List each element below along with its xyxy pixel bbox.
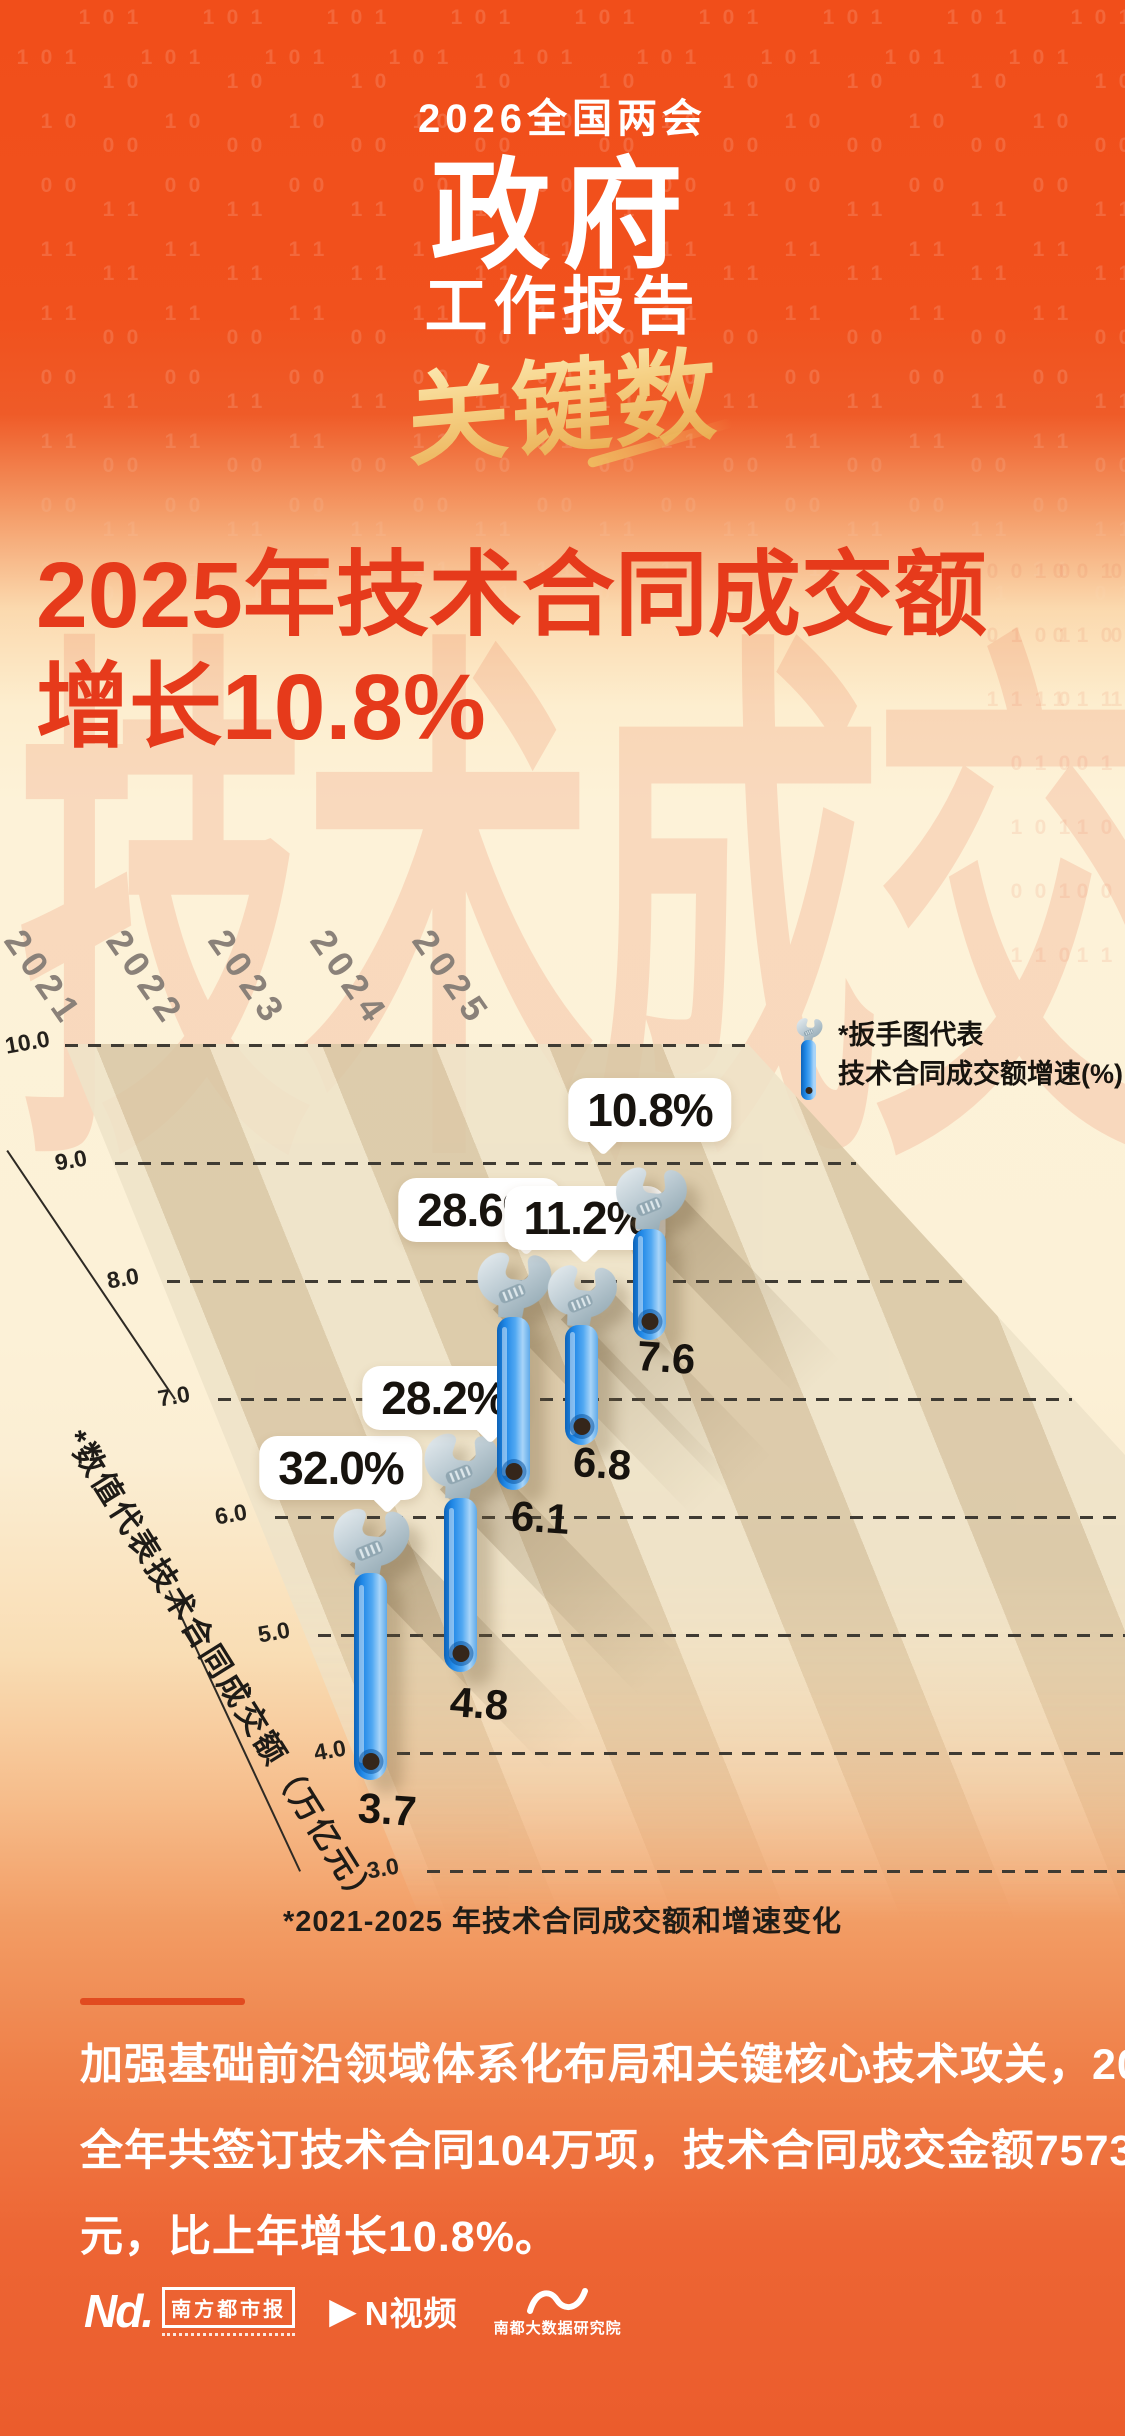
gridline-7: 7.0 bbox=[156, 1380, 1072, 1412]
gridline-10: 10.0 bbox=[3, 1025, 748, 1059]
play-icon: ▶ bbox=[329, 2290, 357, 2331]
wave-logo-icon bbox=[526, 2287, 588, 2314]
tick-label: 5.0 bbox=[255, 1616, 292, 1648]
value-label-2025: 7.6 bbox=[635, 1332, 697, 1383]
event-label: 2026全国两会 bbox=[418, 97, 707, 141]
binary-pattern: 0 1 0 0 1 1 0 1 0 1 1 0 0 1 0 1 1 0 1 0 … bbox=[0, 0, 1125, 660]
binary-column: 0 1 0 0 1 1 0 1 0 1 1 0 0 1 0 1 1 0 1 0 … bbox=[817, 0, 888, 614]
calligraphy-title: 关键数 bbox=[0, 326, 1125, 478]
gridline-9: 9.0 bbox=[53, 1144, 856, 1176]
nd-tagline-decor bbox=[162, 2332, 296, 2336]
binary-column: 0 1 0 0 1 1 0 1 0 1 1 0 0 1 0 1 1 0 1 0 … bbox=[197, 0, 268, 614]
growth-callout-2025: 10.8% bbox=[568, 1078, 732, 1142]
binary-column: 0 1 0 0 1 1 0 1 0 1 1 0 0 1 0 1 1 0 1 0 … bbox=[383, 0, 454, 654]
binary-column: 0 1 0 0 1 1 0 1 0 1 1 0 0 1 0 1 1 0 1 0 … bbox=[941, 0, 1012, 614]
headline: 2025年技术合同成交额 增长10.8% bbox=[36, 540, 987, 763]
wrench-icon bbox=[794, 1016, 824, 1112]
wrench-handle bbox=[633, 1229, 666, 1340]
value-label-2023: 6.1 bbox=[509, 1492, 571, 1543]
chart-legend: *扳手图代表 技术合同成交额增速(%) bbox=[794, 1016, 1123, 1112]
legend-line1: *扳手图代表 bbox=[838, 1020, 984, 1050]
binary-column: 0 1 0 0 1 1 0 1 0 1 1 0 0 1 0 1 1 0 1 0 … bbox=[1065, 0, 1125, 614]
wrench-handle bbox=[354, 1573, 387, 1780]
binary-column: 0 1 0 0 1 1 0 1 0 1 1 0 0 1 0 1 1 0 1 0 … bbox=[321, 0, 392, 614]
nd-logo: Nd. bbox=[84, 2285, 154, 2337]
binary-column: 0 1 0 0 1 1 0 1 0 1 1 0 0 1 0 1 1 0 1 0 … bbox=[755, 0, 826, 654]
binary-column: 0 1 0 0 1 1 0 1 0 1 1 0 0 1 0 1 1 0 1 0 … bbox=[135, 0, 206, 654]
tick-label: 8.0 bbox=[104, 1262, 141, 1294]
wrench-handle bbox=[801, 1040, 816, 1100]
n-video-logo: ▶ N视频 bbox=[329, 2287, 458, 2335]
report-title-sub: 工作报告 bbox=[424, 272, 701, 342]
value-label-2021: 3.7 bbox=[356, 1784, 418, 1835]
gridline-6: 6.0 bbox=[213, 1498, 1125, 1530]
body-text-line3: 元，比上年增长10.8%。 bbox=[80, 2213, 559, 2261]
binary-column: 0 1 0 0 1 1 0 1 0 1 1 0 0 1 0 1 1 0 1 0 … bbox=[73, 0, 144, 614]
wrench-head-icon bbox=[538, 1256, 625, 1335]
binary-column: 0 1 0 0 1 1 0 1 0 1 1 0 0 1 0 1 1 0 1 0 … bbox=[879, 0, 950, 654]
binary-column: 0 1 0 0 1 1 0 1 0 1 1 0 0 1 0 1 1 0 1 0 … bbox=[259, 0, 330, 654]
footer-logos: Nd. 南方都市报 ▶ N视频 南都大数据研究院 bbox=[84, 2284, 622, 2338]
n-video-name: N视频 bbox=[364, 2295, 458, 2332]
report-title-big: 政府 bbox=[430, 149, 695, 283]
legend-text: *扳手图代表 技术合同成交额增速(%) bbox=[838, 1016, 1123, 1094]
bigdata-institute-name: 南都大数据研究院 bbox=[493, 2319, 622, 2337]
binary-column: 0 1 0 0 1 1 0 1 0 1 1 0 0 1 0 1 1 0 1 0 … bbox=[693, 0, 764, 614]
wrench-handle bbox=[444, 1498, 477, 1672]
headline-line2: 增长10.8% bbox=[36, 654, 486, 759]
tick-label: 9.0 bbox=[52, 1144, 89, 1176]
binary-column: 0 1 0 0 1 1 0 1 0 1 1 0 0 1 0 1 1 0 1 0 … bbox=[1105, 560, 1125, 720]
wrench-head-icon bbox=[605, 1158, 694, 1239]
binary-column: 0 1 0 0 1 1 0 1 0 1 1 0 0 1 0 1 1 0 1 0 … bbox=[1003, 0, 1074, 654]
binary-column: 0 1 0 0 1 1 0 1 0 1 1 0 0 1 0 1 1 0 1 0 … bbox=[1047, 560, 1125, 976]
value-label-2022: 4.8 bbox=[448, 1678, 510, 1729]
chart-caption: *2021-2025 年技术合同成交额和增速变化 bbox=[282, 1906, 843, 1938]
gridline-3: 3.0 bbox=[365, 1852, 1125, 1884]
binary-column: 0 1 0 0 1 1 0 1 0 1 1 0 0 1 0 1 1 0 1 0 … bbox=[507, 0, 578, 654]
wrench-handle bbox=[497, 1317, 530, 1490]
value-label-2024: 6.8 bbox=[571, 1438, 633, 1489]
binary-column: 0 1 0 0 1 1 0 1 0 1 1 0 0 1 0 1 1 0 1 0 … bbox=[631, 0, 702, 654]
body-text-line1: 加强基础前沿领域体系化布局和关键核心技术攻关，2025 bbox=[80, 2041, 1125, 2089]
tick-label: 6.0 bbox=[212, 1498, 249, 1530]
nd-paper-logo: 南方都市报 bbox=[162, 2286, 296, 2336]
section-divider bbox=[80, 1998, 245, 2005]
binary-column: 0 1 0 0 1 1 0 1 0 1 1 0 0 1 0 1 1 0 1 0 … bbox=[981, 560, 1076, 976]
tick-label: 4.0 bbox=[311, 1734, 348, 1766]
wrench-handle bbox=[565, 1325, 598, 1445]
bigdata-institute-logo: 南都大数据研究院 bbox=[494, 2285, 622, 2338]
calligraphy-text: 关键数 bbox=[406, 312, 719, 487]
legend-line2: 技术合同成交额增速(%) bbox=[838, 1059, 1123, 1090]
binary-column: 0 1 0 0 1 1 0 1 0 1 1 0 0 1 0 1 1 0 1 0 … bbox=[11, 0, 82, 654]
gridline-4: 4.0 bbox=[312, 1734, 1125, 1766]
gridline-5: 5.0 bbox=[256, 1616, 1125, 1648]
growth-callout-2021: 32.0% bbox=[259, 1436, 423, 1500]
binary-column: 0 1 0 0 1 1 0 1 0 1 1 0 0 1 0 1 1 0 1 0 … bbox=[445, 0, 516, 614]
nd-paper-name: 南方都市报 bbox=[162, 2286, 296, 2328]
body-text-line2: 全年共签订技术合同104万项，技术合同成交金额75734亿 bbox=[80, 2127, 1125, 2175]
headline-line1: 2025年技术合同成交额 bbox=[36, 543, 987, 647]
